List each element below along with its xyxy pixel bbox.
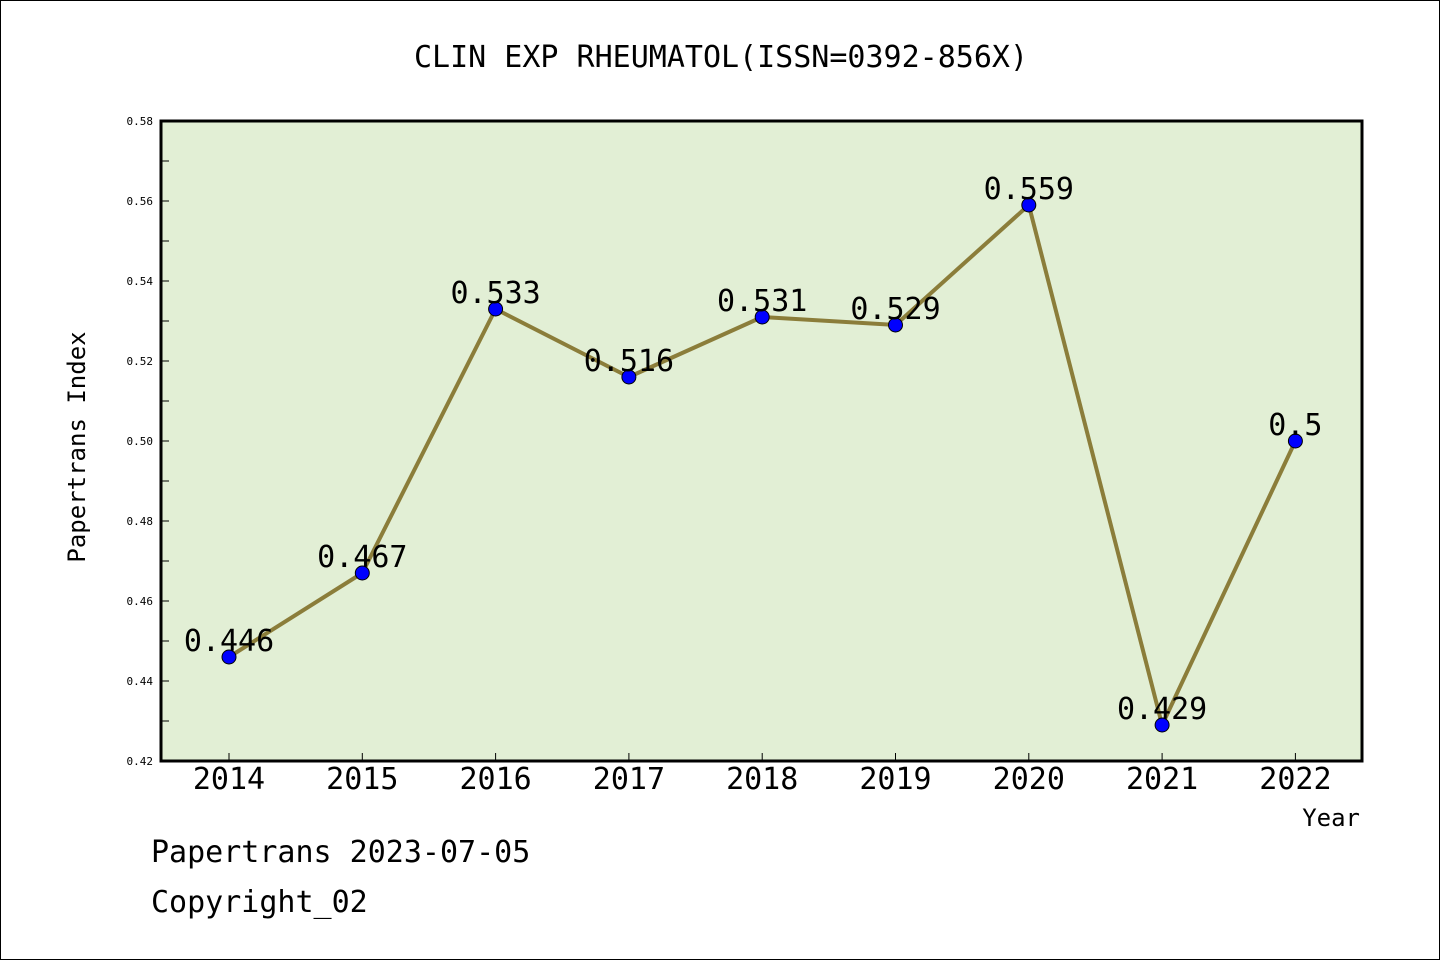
data-label: 0.446 [184, 624, 274, 659]
x-tick-label: 2014 [193, 762, 265, 797]
x-tick-label: 2020 [993, 762, 1065, 797]
x-tick-label: 2019 [859, 762, 931, 797]
footer-source: Papertrans 2023-07-05 [151, 835, 531, 870]
footer-copyright: Copyright_02 [151, 885, 368, 920]
data-point [621, 369, 637, 385]
y-tick-label: 0.44 [127, 675, 154, 688]
data-point [1154, 717, 1170, 733]
y-tick-label: 0.56 [127, 195, 154, 208]
y-tick-label: 0.46 [127, 595, 154, 608]
data-label: 0.559 [984, 172, 1074, 207]
y-tick-label: 0.48 [127, 515, 154, 528]
data-point [1021, 197, 1037, 213]
data-label: 0.467 [317, 540, 407, 575]
data-point [354, 565, 370, 581]
data-point [754, 309, 770, 325]
data-label: 0.533 [450, 276, 540, 311]
data-point [888, 317, 903, 333]
y-tick-label: 0.42 [127, 755, 154, 768]
y-axis-label: Papertrans Index [63, 331, 91, 562]
x-tick-label: 2018 [726, 762, 798, 797]
data-points [221, 197, 1303, 733]
data-label: 0.531 [717, 284, 807, 319]
y-tick-label: 0.54 [127, 275, 154, 288]
x-tick-label: 2017 [593, 762, 665, 797]
y-tick-label: 0.52 [127, 355, 154, 368]
data-label: 0.529 [850, 292, 940, 327]
x-tick-label: 2021 [1126, 762, 1198, 797]
data-point [221, 649, 237, 665]
x-tick-label: 2016 [459, 762, 531, 797]
x-tick-label: 2015 [326, 762, 398, 797]
data-point [488, 301, 504, 317]
x-tick-label: 2022 [1259, 762, 1331, 797]
data-point [1287, 433, 1303, 449]
y-axis: 0.42 0.44 0.46 0.48 0.50 0.52 0.54 0.56 0.58 [127, 115, 169, 768]
y-tick-label: 0.50 [127, 435, 154, 448]
data-label: 0.516 [584, 344, 674, 379]
chart-title: CLIN EXP RHEUMATOL(ISSN=0392-856X) [414, 40, 1028, 75]
plot-border [159, 119, 1364, 763]
y-tick-label: 0.58 [127, 115, 154, 128]
plot-area [161, 121, 1362, 761]
data-label: 0.429 [1117, 692, 1207, 727]
data-labels: 0.446 0.467 0.533 0.516 0.531 0.529 0.559 0.429… [184, 172, 1323, 727]
x-axis-label: Year [1302, 804, 1360, 832]
data-label: 0.5 [1268, 408, 1322, 443]
x-axis: 2014 2015 2016 2017 2018 2019 2020 2021 2022 [193, 753, 1332, 797]
